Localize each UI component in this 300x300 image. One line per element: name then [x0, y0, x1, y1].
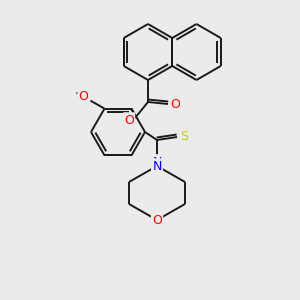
- Text: O: O: [170, 98, 180, 110]
- Text: O: O: [152, 214, 162, 226]
- Text: S: S: [180, 130, 188, 143]
- Text: O: O: [124, 113, 134, 127]
- Text: O: O: [79, 90, 88, 103]
- Text: N: N: [152, 155, 162, 169]
- Text: N: N: [152, 160, 162, 172]
